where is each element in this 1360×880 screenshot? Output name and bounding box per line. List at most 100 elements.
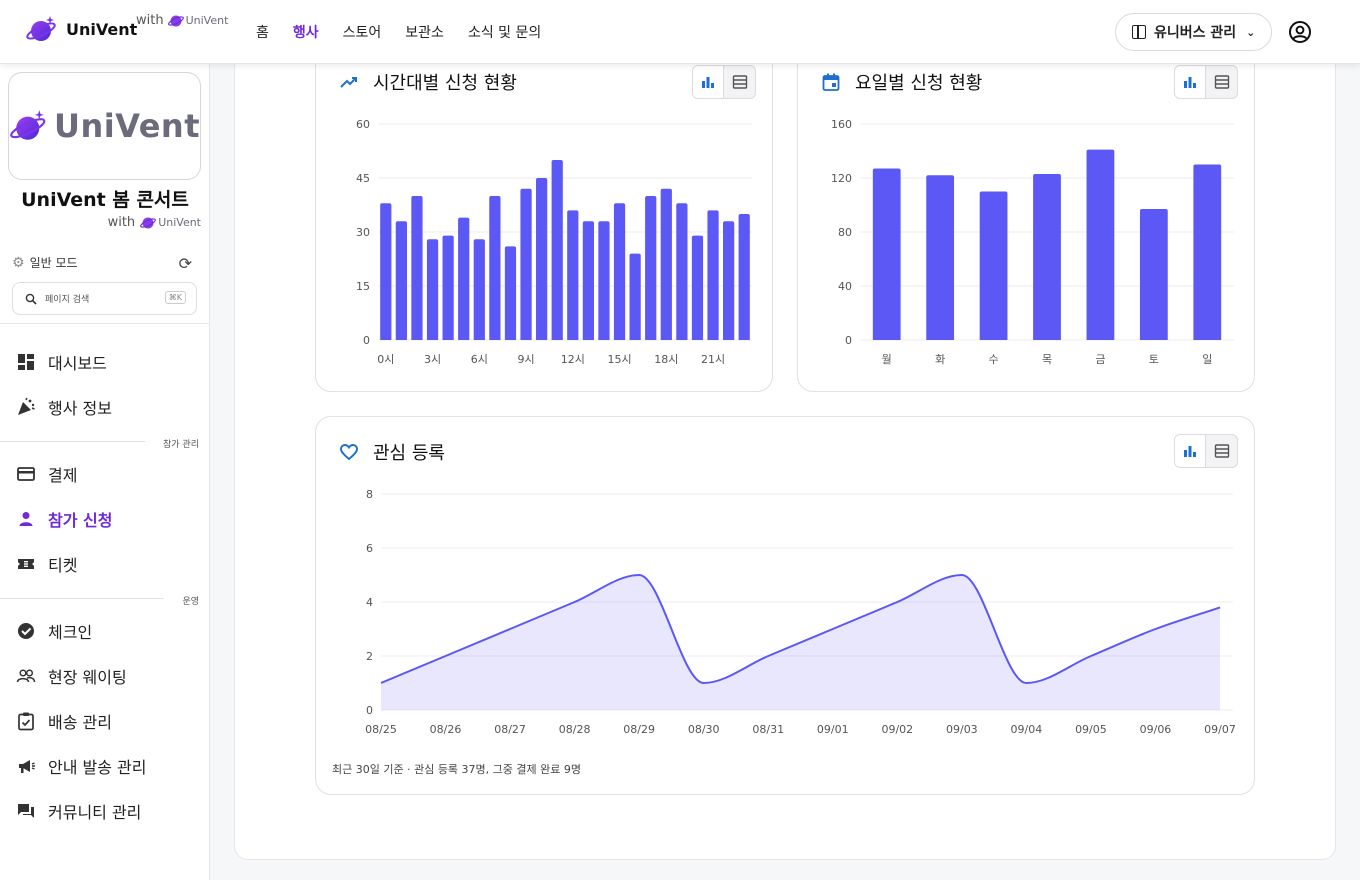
bar[interactable] (411, 196, 423, 340)
sidebar-item-checkin[interactable]: 체크인 (16, 619, 92, 643)
bar[interactable] (707, 210, 719, 340)
table-view-button[interactable] (1206, 66, 1237, 98)
nav-events[interactable]: 행사 (292, 25, 319, 41)
bar[interactable] (926, 175, 955, 340)
bar[interactable] (629, 253, 641, 340)
brand-name: UniVent (66, 19, 138, 39)
y-tick-label: 30 (356, 226, 370, 239)
data-point[interactable] (505, 624, 515, 634)
bar[interactable] (872, 168, 901, 340)
bar[interactable] (504, 246, 517, 340)
data-point[interactable] (957, 570, 967, 580)
sidebar-item-shipping[interactable]: 배송 관리 (16, 709, 112, 733)
data-point[interactable] (376, 678, 386, 688)
top-navigation-bar: UniVent with UniVent 홈 행사 스토어 보관소 소식 및 문… (0, 0, 1360, 64)
sidebar-item-community[interactable]: 커뮤니티 관리 (16, 799, 141, 823)
y-tick-label: 4 (366, 596, 373, 609)
bar[interactable] (582, 221, 594, 340)
bar[interactable] (1139, 209, 1168, 340)
page-search-input[interactable]: 페이지 검색 ⌘K (12, 282, 197, 315)
bar[interactable] (613, 203, 626, 340)
nav-home[interactable]: 홈 (256, 25, 269, 41)
bar-view-button[interactable] (693, 66, 725, 98)
series-line[interactable] (380, 573, 1221, 685)
bar[interactable] (380, 203, 392, 340)
data-point[interactable] (828, 624, 838, 634)
data-point[interactable] (892, 597, 902, 607)
data-point[interactable] (1150, 624, 1160, 634)
sidebar-item-event-info[interactable]: 행사 정보 (16, 395, 112, 419)
sync-icon[interactable]: ⟳ (178, 254, 192, 273)
x-tick-label: 월 (882, 353, 892, 366)
nav-archive[interactable]: 보관소 (405, 25, 444, 41)
y-tick-label: 8 (366, 488, 373, 501)
event-with-label: with UniVent (108, 214, 201, 230)
mode-label[interactable]: 일반 모드 (29, 256, 78, 270)
univent-mini-logo-icon (140, 217, 157, 229)
data-point[interactable] (699, 678, 709, 688)
interest-footnote: 최근 30일 기준 · 관심 등록 37명, 그중 결제 완료 9명 (332, 763, 581, 776)
check-circle-icon (18, 623, 34, 639)
nav-news-inquiry[interactable]: 소식 및 문의 (467, 25, 542, 41)
sidebar-item-label: 현장 웨이팅 (48, 668, 127, 687)
data-point[interactable] (1086, 651, 1096, 661)
bar[interactable] (536, 178, 548, 340)
bar[interactable] (473, 239, 485, 340)
sidebar-item-onsite-waiting[interactable]: 현장 웨이팅 (16, 664, 127, 688)
bar[interactable] (458, 217, 470, 340)
bar[interactable] (738, 214, 750, 340)
bar-view-button[interactable] (1175, 435, 1207, 467)
data-point[interactable] (570, 597, 580, 607)
universe-manage-button[interactable]: 유니버스 관리 ⌄ (1115, 13, 1272, 51)
account-circle-icon[interactable] (1288, 20, 1312, 44)
table-view-button[interactable] (1206, 435, 1237, 467)
bar[interactable] (551, 160, 563, 340)
event-logo: UniVent (8, 72, 201, 180)
section-divider (0, 598, 164, 599)
bar[interactable] (1193, 164, 1222, 341)
x-tick-label: 12시 (561, 353, 585, 366)
y-tick-label: 160 (831, 118, 852, 131)
bar-view-button[interactable] (1175, 66, 1207, 98)
sidebar-item-payment[interactable]: 결제 (16, 462, 77, 486)
bar[interactable] (1086, 149, 1115, 340)
bar[interactable] (395, 221, 407, 340)
bar[interactable] (691, 235, 704, 340)
bar[interactable] (520, 188, 532, 340)
x-tick-label: 9시 (517, 353, 534, 366)
bar[interactable] (567, 210, 579, 340)
weekday-chart-title: 요일별 신청 현황 (821, 69, 982, 95)
bar[interactable] (489, 196, 501, 340)
person-icon (19, 512, 33, 526)
bar[interactable] (979, 191, 1008, 341)
weekday-chart-title-text: 요일별 신청 현황 (855, 73, 983, 94)
brand-logo[interactable]: UniVent with UniVent (26, 13, 228, 44)
bar[interactable] (426, 239, 439, 340)
bar[interactable] (442, 235, 454, 340)
sidebar-item-ticket[interactable]: 티켓 (16, 552, 77, 576)
y-tick-label: 40 (838, 280, 852, 293)
sidebar-item-registration[interactable]: 참가 신청 (16, 507, 112, 531)
bar[interactable] (598, 221, 610, 340)
sidebar-item-dashboard[interactable]: 대시보드 (16, 350, 107, 374)
main-nav: 홈 행사 스토어 보관소 소식 및 문의 (256, 22, 565, 42)
bar[interactable] (660, 188, 672, 340)
x-tick-label: 08/25 (365, 723, 397, 736)
bar[interactable] (723, 221, 735, 340)
sidebar-item-label: 티켓 (48, 556, 78, 575)
table-view-button[interactable] (724, 66, 755, 98)
data-point[interactable] (441, 651, 451, 661)
nav-store[interactable]: 스토어 (342, 25, 382, 41)
bar[interactable] (676, 203, 688, 340)
data-point[interactable] (1215, 602, 1225, 612)
data-point[interactable] (1021, 678, 1031, 688)
sidebar-item-label: 결제 (48, 466, 78, 485)
y-tick-label: 60 (356, 118, 370, 131)
bar[interactable] (1033, 173, 1061, 340)
hourly-chart-title-text: 시간대별 신청 현황 (373, 73, 517, 94)
sidebar-item-notice[interactable]: 안내 발송 관리 (16, 754, 147, 778)
data-point[interactable] (634, 570, 644, 580)
ticket-icon (18, 559, 34, 569)
data-point[interactable] (763, 651, 773, 661)
bar[interactable] (645, 196, 657, 340)
